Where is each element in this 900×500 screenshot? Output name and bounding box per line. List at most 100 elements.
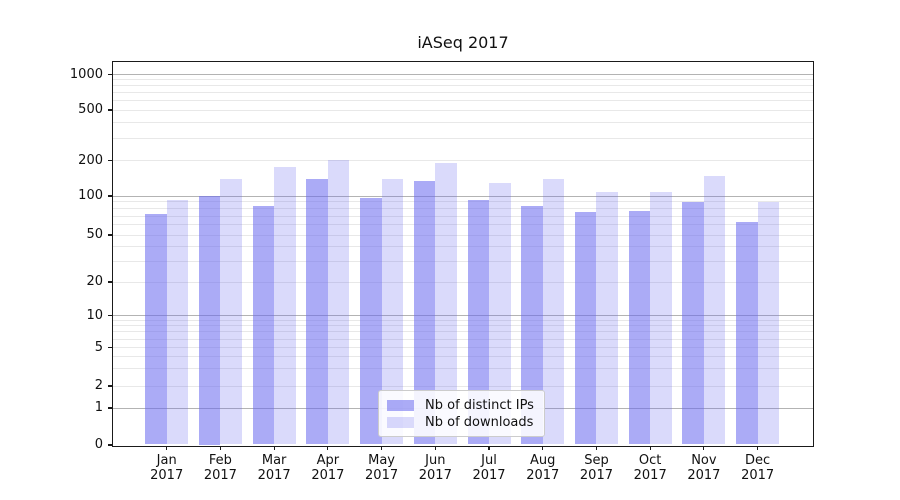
x-tick-label-dec: Dec 2017 [730,453,786,484]
minor-gridline-300 [113,137,813,139]
x-tick-mark-nov [703,445,705,450]
x-tick-year: 2017 [741,468,775,483]
chart-title: iASeq 2017 [417,33,509,52]
minor-gridline-20 [113,281,813,283]
bar-ips-mar [252,205,275,445]
x-tick-mark-jan [166,445,168,450]
x-tick-month: Jan [156,452,177,468]
x-tick-mark-feb [219,445,221,450]
x-tick-year: 2017 [150,468,184,483]
minor-gridline-9 [113,319,813,321]
x-tick-year: 2017 [203,468,237,483]
minor-gridline-900 [113,79,813,81]
x-tick-mark-apr [327,445,329,450]
major-gridline-1000 [113,74,813,75]
x-tick-label-jul: Jul 2017 [461,453,517,484]
minor-gridline-40 [113,245,813,247]
bar-downloads-jan [166,200,189,445]
x-tick-year: 2017 [579,468,613,483]
bar-downloads-aug [542,178,565,445]
x-tick-label-aug: Aug 2017 [515,453,571,484]
bar-downloads-feb [220,178,242,445]
minor-gridline-700 [113,92,813,94]
y-tick-mark-0 [108,444,112,446]
x-tick-mark-jul [488,445,490,450]
x-tick-mark-aug [542,445,544,450]
x-tick-label-mar: Mar 2017 [246,453,302,484]
legend-swatch-distinct-ips [387,400,414,411]
x-tick-label-oct: Oct 2017 [622,453,678,484]
bar-ips-dec [736,221,758,445]
x-tick-label-nov: Nov 2017 [676,453,732,484]
x-tick-month: Jul [481,452,497,468]
x-tick-label-sep: Sep 2017 [568,453,624,484]
y-tick-mark-1000 [108,73,112,76]
x-tick-month: Feb [208,452,232,468]
legend-item-distinct-ips: Nb of distinct IPs [387,398,536,413]
y-tick-mark-1 [108,407,112,409]
minor-gridline-3 [113,368,813,370]
x-tick-month: Dec [745,452,771,468]
bar-downloads-may [381,178,404,445]
minor-gridline-2 [113,385,813,387]
y-tick-label-5: 5 [94,339,103,355]
legend-item-downloads: Nb of downloads [387,415,536,430]
bar-ips-jun [413,181,436,445]
bar-downloads-oct [650,191,672,445]
bar-downloads-jul [489,183,511,445]
y-tick-label-0: 0 [94,437,103,452]
bar-ips-aug [521,205,543,445]
x-tick-year: 2017 [257,468,291,483]
bar-ips-apr [306,178,328,445]
minor-gridline-80 [113,208,813,210]
y-tick-mark-200 [108,159,112,162]
x-tick-month: May [368,452,396,468]
y-tick-mark-5 [108,346,112,349]
y-tick-mark-500 [108,109,112,111]
x-tick-month: Mar [261,452,287,468]
x-tick-mark-dec [757,445,759,450]
x-tick-label-apr: Apr 2017 [300,453,356,484]
major-gridline-10 [113,315,813,316]
y-tick-label-1: 1 [94,400,103,415]
x-tick-mark-oct [649,445,651,450]
minor-gridline-50 [113,234,813,236]
bar-downloads-apr [327,159,350,445]
x-tick-year: 2017 [526,468,560,483]
minor-gridline-7 [113,331,813,333]
bar-downloads-sep [596,192,618,445]
y-tick-label-10: 10 [86,307,103,323]
bar-downloads-dec [757,201,780,445]
bar-ips-jan [145,213,167,445]
legend-swatch-downloads [387,417,414,428]
x-tick-month: Jun [425,452,446,468]
x-tick-mark-may [380,445,383,450]
bar-downloads-mar [274,166,296,445]
y-tick-label-500: 500 [78,102,103,117]
y-tick-mark-100 [108,195,112,197]
bar-ips-nov [682,201,704,445]
minor-gridline-4 [113,356,813,358]
x-tick-year: 2017 [311,468,345,483]
major-gridline-100 [113,195,813,197]
x-tick-year: 2017 [472,468,506,483]
bar-ips-feb [198,196,221,445]
minor-gridline-30 [113,260,813,262]
y-tick-label-50: 50 [86,227,103,242]
x-tick-month: Aug [530,452,556,468]
bar-downloads-jun [435,162,457,445]
y-tick-mark-50 [108,234,112,236]
minor-gridline-600 [113,100,813,102]
x-tick-year: 2017 [633,468,667,483]
minor-gridline-500 [113,109,813,111]
y-tick-label-2: 2 [94,378,103,393]
y-tick-mark-20 [108,281,112,283]
legend-label-distinct-ips: Nb of distinct IPs [425,398,534,413]
minor-gridline-8 [113,325,813,327]
x-tick-year: 2017 [687,468,721,483]
legend-label-downloads: Nb of downloads [425,415,534,430]
y-tick-mark-10 [108,314,112,317]
x-tick-month: Sep [584,452,609,468]
y-tick-label-200: 200 [78,152,103,168]
